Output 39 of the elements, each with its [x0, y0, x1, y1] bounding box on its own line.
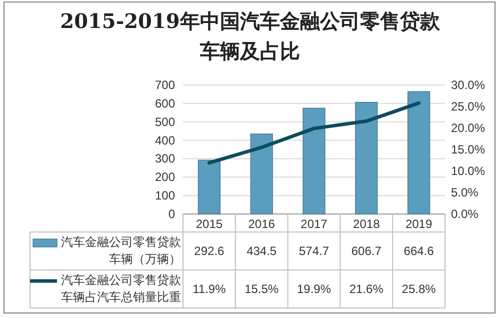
bar: [302, 108, 326, 214]
y-tick-label: 100: [154, 188, 176, 203]
y2-tick-label: 0.0%: [451, 207, 479, 221]
bar: [355, 102, 378, 214]
data-label: 19.9%: [296, 282, 332, 296]
bar: [198, 160, 220, 214]
y-tick-label: 500: [154, 114, 176, 129]
data-label: 574.7: [298, 244, 330, 258]
data-label: 15.5%: [244, 282, 279, 296]
data-label: 21.6%: [349, 282, 384, 296]
y-tick-label: 0: [168, 207, 176, 221]
y-tick-label: 400: [154, 133, 176, 148]
bar: [408, 91, 430, 214]
y-tick-label: 300: [154, 152, 176, 166]
line-series: [207, 101, 421, 165]
data-label: 25.8%: [402, 282, 436, 296]
x-tick-label: 2016: [248, 217, 276, 231]
y2-tick-label: 30.0%: [451, 78, 486, 92]
y2-tick-label: 20.0%: [451, 121, 486, 135]
x-tick-label: 2015: [196, 217, 223, 231]
x-tick-label: 2018: [353, 217, 380, 231]
data-label: 606.7: [351, 244, 382, 258]
y2-tick-label: 10.0%: [451, 164, 486, 178]
y2-tick-label: 25.0%: [451, 100, 486, 114]
y2-tick-label: 5.0%: [451, 186, 479, 200]
y-tick-label: 200: [154, 170, 176, 184]
y-tick-label: 700: [154, 78, 176, 92]
bar: [250, 134, 273, 214]
legend-label: 汽车金融公司零售贷款车辆（万辆）: [61, 235, 181, 266]
data-label: 434.5: [246, 244, 277, 258]
y-tick-label: 600: [154, 96, 176, 110]
x-tick-label: 2017: [300, 217, 328, 231]
data-label: 664.6: [404, 244, 434, 258]
chart-title: 2015-2019年中国汽车金融公司零售贷款车辆及占比: [60, 8, 440, 65]
y2-tick-label: 15.0%: [451, 142, 486, 156]
legend-label: 汽车金融公司零售贷款车辆占汽车总销量比重: [61, 273, 181, 304]
data-label: 11.9%: [192, 282, 226, 296]
x-tick-label: 2019: [405, 217, 432, 231]
data-label: 292.6: [194, 244, 225, 258]
